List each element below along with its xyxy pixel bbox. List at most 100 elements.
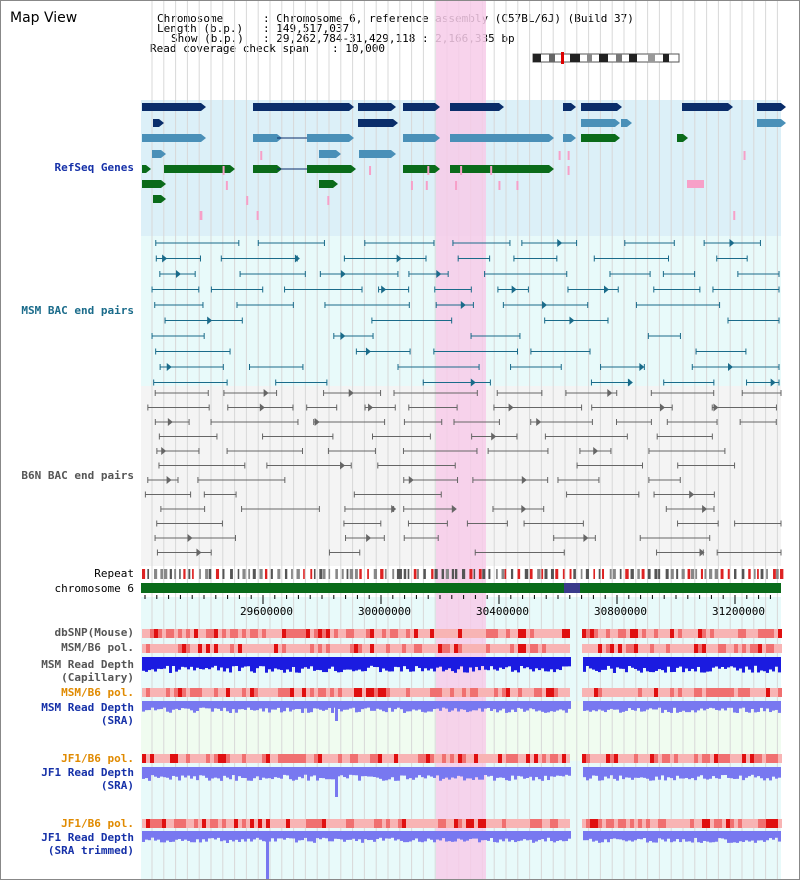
msm-capillary-depth-bar bbox=[748, 657, 751, 670]
msm-b6-pol-sra-cell bbox=[254, 688, 258, 697]
track-label-jf1-b6-pol[interactable]: JF1/B6 pol. bbox=[61, 752, 134, 765]
msm-sra-depth-bar bbox=[178, 701, 181, 711]
gene-marker bbox=[516, 181, 519, 190]
jf1-b6-pol-cell bbox=[646, 754, 650, 763]
jf1-b6-pol-cell bbox=[730, 754, 734, 763]
msm-b6-pol-sra-cell bbox=[494, 688, 498, 697]
track-label-jf1-depth-trimmed[interactable]: JF1 Read Depth bbox=[41, 831, 134, 844]
track-label-refseq[interactable]: RefSeq Genes bbox=[54, 161, 134, 174]
dbsnp-cell bbox=[450, 629, 454, 638]
dbsnp-cell bbox=[434, 629, 438, 638]
track-label-msm-b6-pol[interactable]: MSM/B6 pol. bbox=[61, 641, 134, 654]
track-label-msm-bac[interactable]: MSM BAC end pairs bbox=[21, 304, 134, 317]
jf1-b6-pol-cell bbox=[210, 754, 214, 763]
msm-bac-pair-arrow bbox=[207, 316, 213, 325]
jf1-sra-depth-bar bbox=[535, 767, 538, 778]
dbsnp-cell bbox=[502, 629, 506, 638]
msm-b6-pol-cell bbox=[766, 644, 770, 653]
track-label-dbsnp[interactable]: dbSNP(Mouse) bbox=[54, 626, 134, 639]
msm-b6-pol-cell bbox=[330, 644, 334, 653]
msm-sra-depth-bar bbox=[496, 701, 499, 713]
msm-sra-depth-bar bbox=[505, 701, 508, 713]
gene-exon bbox=[757, 103, 781, 111]
jf1-sra-depth-bar bbox=[769, 767, 772, 781]
jf1-b6-pol-cell bbox=[458, 754, 462, 763]
jf1-sra-depth-bar bbox=[760, 767, 763, 779]
dbsnp-cell bbox=[354, 629, 358, 638]
repeat-mark bbox=[215, 569, 220, 579]
jf1-b6-pol-cell bbox=[534, 754, 538, 763]
jf1-trimmed-depth-bar bbox=[412, 831, 415, 841]
track-label-jf1-depth-sra[interactable]: JF1 Read Depth bbox=[41, 766, 134, 779]
jf1-trimmed-depth-bar bbox=[232, 831, 235, 842]
dbsnp-cell bbox=[334, 629, 338, 638]
jf1-sra-depth-bar bbox=[646, 767, 649, 779]
msm-b6-pol-cell bbox=[690, 644, 694, 653]
jf1-sra-depth-bar bbox=[412, 767, 415, 780]
msm-bac-pair-arrow bbox=[542, 301, 548, 309]
msm-b6-pol-cell bbox=[442, 644, 446, 653]
msm-sra-depth-bar bbox=[493, 701, 496, 710]
jf1-trimmed-depth-bar bbox=[478, 831, 481, 843]
jf1-sra-depth-bar bbox=[457, 767, 460, 776]
msm-sra-depth-bar bbox=[316, 701, 319, 709]
jf1-sra-depth-bar bbox=[436, 767, 439, 776]
dbsnp-cell bbox=[230, 629, 234, 638]
jf1-sra-depth-bar bbox=[637, 767, 640, 778]
msm-sra-depth-bar bbox=[172, 701, 175, 710]
chromosome-ideogram[interactable] bbox=[532, 52, 680, 64]
jf1-trimmed-depth-bar bbox=[334, 831, 337, 839]
msm-b6-pol-cell bbox=[562, 644, 566, 653]
msm-b6-pol-cell bbox=[698, 644, 702, 653]
jf1-b6-pol-cell bbox=[746, 754, 750, 763]
msm-b6-pol-sra-cell bbox=[338, 688, 342, 697]
track-label-msm-b6-pol-sra[interactable]: MSM/B6 pol. bbox=[61, 686, 134, 699]
track-label-b6n-bac[interactable]: B6N BAC end pairs bbox=[21, 469, 134, 482]
dbsnp-cell bbox=[538, 629, 542, 638]
jf1-trimmed-depth-bar bbox=[688, 831, 691, 842]
jf1-sra-depth-bar bbox=[145, 767, 148, 779]
jf1-sra-depth-bar bbox=[598, 767, 601, 781]
b6n-bac-pair-arrow bbox=[259, 403, 265, 412]
msm-b6-pol-cell bbox=[522, 644, 526, 653]
msm-capillary-depth-bar bbox=[607, 657, 610, 666]
jf1-b6-pol-cell bbox=[434, 754, 438, 763]
jf1-b6-pol-cell bbox=[198, 754, 202, 763]
msm-capillary-depth-bar bbox=[727, 657, 730, 668]
msm-capillary-depth-bar bbox=[502, 657, 505, 670]
msm-sra-depth-bar bbox=[646, 701, 649, 710]
gene-strand-arrow bbox=[161, 150, 166, 158]
msm-capillary-depth-bar bbox=[763, 657, 766, 672]
jf1-b6-pol-cell bbox=[638, 754, 642, 763]
jf1-b6-pol-2-cell bbox=[482, 819, 486, 828]
dbsnp-cell bbox=[710, 629, 714, 638]
msm-capillary-depth-bar bbox=[475, 657, 478, 667]
msm-b6-pol-sra-cell bbox=[686, 688, 690, 697]
jf1-trimmed-depth-bar bbox=[172, 831, 175, 842]
jf1-trimmed-depth-bar bbox=[715, 831, 718, 842]
dbsnp-cell bbox=[394, 629, 398, 638]
track-label-msm-depth-sra[interactable]: MSM Read Depth bbox=[41, 701, 134, 714]
jf1-b6-pol-cell bbox=[430, 754, 434, 763]
repeat-mark bbox=[179, 569, 181, 579]
jf1-sra-depth-bar bbox=[280, 767, 283, 779]
repeat-mark bbox=[242, 569, 246, 579]
msm-capillary-depth-bar bbox=[619, 657, 622, 669]
jf1-b6-pol-cell bbox=[666, 754, 670, 763]
dbsnp-cell bbox=[770, 629, 774, 638]
msm-bac-pair-arrow bbox=[728, 363, 734, 371]
jf1-trimmed-depth-bar bbox=[385, 831, 388, 839]
track-label-msm-depth-capillary[interactable]: MSM Read Depth bbox=[41, 658, 134, 671]
msm-b6-pol-cell bbox=[266, 644, 270, 653]
msm-bac-pair-arrow bbox=[569, 316, 575, 325]
msm-sra-depth-bar bbox=[361, 701, 364, 710]
track-label-jf1-b6-pol-2[interactable]: JF1/B6 pol. bbox=[61, 817, 134, 830]
jf1-b6-pol-2-cell bbox=[542, 819, 546, 828]
repeat-mark bbox=[399, 569, 402, 579]
msm-b6-pol-sra-cell bbox=[506, 688, 510, 697]
jf1-trimmed-depth-bar bbox=[766, 831, 769, 841]
msm-b6-pol-sra-cell bbox=[438, 688, 442, 697]
msm-b6-pol-cell bbox=[654, 644, 658, 653]
jf1-b6-pol-2-cell bbox=[734, 819, 738, 828]
